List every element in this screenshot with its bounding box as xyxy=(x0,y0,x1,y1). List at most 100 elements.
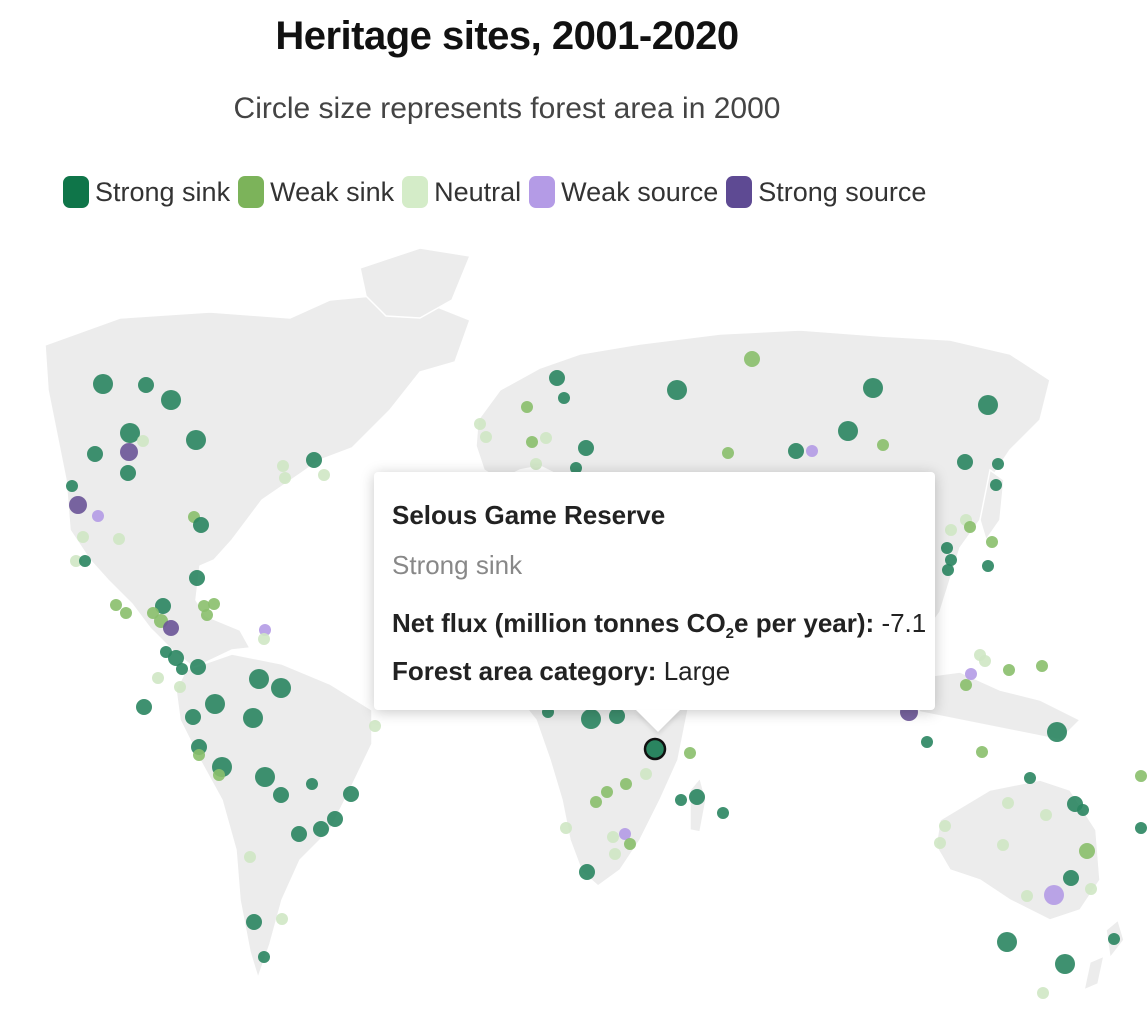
site-marker[interactable] xyxy=(189,570,205,586)
site-marker[interactable] xyxy=(276,913,288,925)
site-marker[interactable] xyxy=(277,460,289,472)
site-marker[interactable] xyxy=(965,668,977,680)
site-marker[interactable] xyxy=(136,699,152,715)
site-marker[interactable] xyxy=(986,536,998,548)
site-marker[interactable] xyxy=(213,769,225,781)
site-marker[interactable] xyxy=(249,669,269,689)
site-marker[interactable] xyxy=(1037,987,1049,999)
site-marker[interactable] xyxy=(244,851,256,863)
site-marker[interactable] xyxy=(174,681,186,693)
site-marker[interactable] xyxy=(480,431,492,443)
site-marker[interactable] xyxy=(941,542,953,554)
site-marker[interactable] xyxy=(152,672,164,684)
site-marker[interactable] xyxy=(306,452,322,468)
site-marker[interactable] xyxy=(186,430,206,450)
site-marker[interactable] xyxy=(205,694,225,714)
site-marker[interactable] xyxy=(979,655,991,667)
site-marker[interactable] xyxy=(70,555,82,567)
site-marker[interactable] xyxy=(77,531,89,543)
site-marker[interactable] xyxy=(327,811,343,827)
site-marker[interactable] xyxy=(540,432,552,444)
site-marker[interactable] xyxy=(113,533,125,545)
site-marker[interactable] xyxy=(609,848,621,860)
site-marker[interactable] xyxy=(609,708,625,724)
site-marker[interactable] xyxy=(306,778,318,790)
site-marker[interactable] xyxy=(168,650,184,666)
site-marker[interactable] xyxy=(578,440,594,456)
site-marker[interactable] xyxy=(1040,809,1052,821)
site-marker[interactable] xyxy=(964,521,976,533)
site-marker[interactable] xyxy=(120,465,136,481)
site-marker[interactable] xyxy=(530,458,542,470)
site-marker[interactable] xyxy=(147,607,159,619)
site-marker[interactable] xyxy=(69,496,87,514)
site-marker[interactable] xyxy=(1044,885,1064,905)
site-marker[interactable] xyxy=(744,351,760,367)
site-marker[interactable] xyxy=(318,469,330,481)
site-marker[interactable] xyxy=(474,418,486,430)
site-marker[interactable] xyxy=(581,709,601,729)
site-marker[interactable] xyxy=(258,633,270,645)
site-marker[interactable] xyxy=(877,439,889,451)
site-marker[interactable] xyxy=(163,620,179,636)
site-marker[interactable] xyxy=(208,598,220,610)
site-marker[interactable] xyxy=(1003,664,1015,676)
site-marker[interactable] xyxy=(992,458,1004,470)
site-marker[interactable] xyxy=(120,423,140,443)
site-marker[interactable] xyxy=(1079,843,1095,859)
site-marker[interactable] xyxy=(806,445,818,457)
site-marker[interactable] xyxy=(620,778,632,790)
site-marker[interactable] xyxy=(137,435,149,447)
site-marker[interactable] xyxy=(185,709,201,725)
site-marker[interactable] xyxy=(201,609,213,621)
site-marker[interactable] xyxy=(273,787,289,803)
site-marker[interactable] xyxy=(990,479,1002,491)
site-marker[interactable] xyxy=(921,736,933,748)
site-marker[interactable] xyxy=(258,951,270,963)
site-marker[interactable] xyxy=(1002,797,1014,809)
site-marker[interactable] xyxy=(945,554,957,566)
site-marker[interactable] xyxy=(1036,660,1048,672)
site-marker[interactable] xyxy=(689,789,705,805)
site-marker[interactable] xyxy=(193,749,205,761)
site-marker[interactable] xyxy=(255,767,275,787)
site-marker[interactable] xyxy=(997,839,1009,851)
site-marker[interactable] xyxy=(120,607,132,619)
site-marker[interactable] xyxy=(684,747,696,759)
site-marker[interactable] xyxy=(549,370,565,386)
site-marker[interactable] xyxy=(92,510,104,522)
site-marker[interactable] xyxy=(570,462,582,474)
site-marker[interactable] xyxy=(246,914,262,930)
site-marker[interactable] xyxy=(624,838,636,850)
site-marker[interactable] xyxy=(788,443,804,459)
legend-item-neutral[interactable]: Neutral xyxy=(402,176,521,208)
site-marker[interactable] xyxy=(960,679,972,691)
site-marker[interactable] xyxy=(640,768,652,780)
site-marker[interactable] xyxy=(193,517,209,533)
site-marker[interactable] xyxy=(675,794,687,806)
site-marker[interactable] xyxy=(560,822,572,834)
site-marker[interactable] xyxy=(722,447,734,459)
site-marker[interactable] xyxy=(155,598,171,614)
legend-item-weak-sink[interactable]: Weak sink xyxy=(238,176,394,208)
site-marker[interactable] xyxy=(558,392,570,404)
legend-item-strong-sink[interactable]: Strong sink xyxy=(63,176,230,208)
site-marker[interactable] xyxy=(863,378,883,398)
site-marker[interactable] xyxy=(1055,954,1075,974)
site-marker[interactable] xyxy=(1108,933,1120,945)
site-marker[interactable] xyxy=(521,401,533,413)
site-marker[interactable] xyxy=(313,821,329,837)
site-marker[interactable] xyxy=(1021,890,1033,902)
site-marker[interactable] xyxy=(526,436,538,448)
site-marker[interactable] xyxy=(667,380,687,400)
site-marker[interactable] xyxy=(717,807,729,819)
site-marker[interactable] xyxy=(945,524,957,536)
site-marker[interactable] xyxy=(982,560,994,572)
site-marker[interactable] xyxy=(1085,883,1097,895)
site-marker[interactable] xyxy=(1024,772,1036,784)
site-marker[interactable] xyxy=(161,390,181,410)
site-marker[interactable] xyxy=(279,472,291,484)
site-marker[interactable] xyxy=(1135,770,1147,782)
site-marker[interactable] xyxy=(120,443,138,461)
legend-item-strong-source[interactable]: Strong source xyxy=(726,176,926,208)
